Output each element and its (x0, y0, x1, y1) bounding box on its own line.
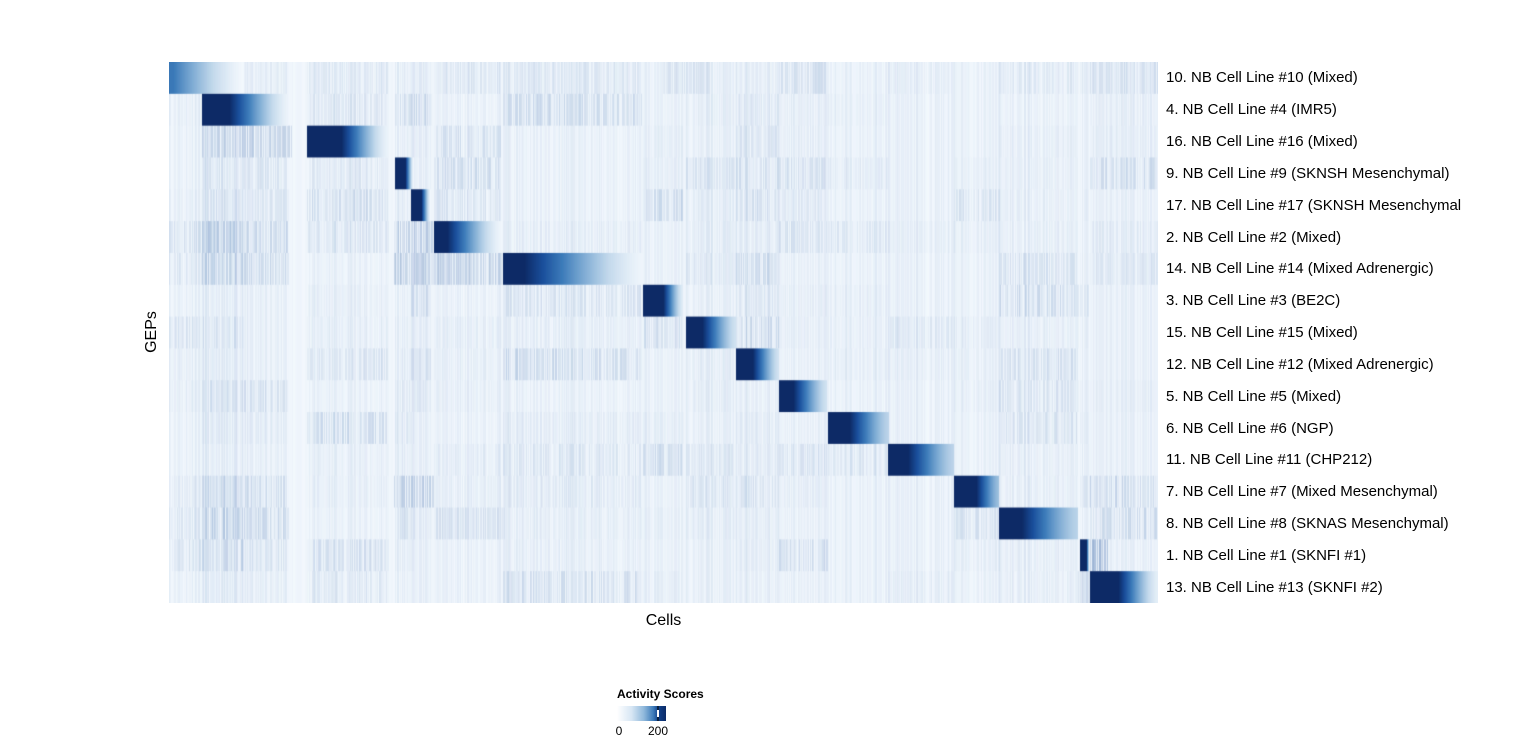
row-label: 7. NB Cell Line #7 (Mixed Mesenchymal) (1166, 483, 1438, 501)
legend-colorbar (617, 706, 666, 721)
row-label: 17. NB Cell Line #17 (SKNSH Mesenchymal (1166, 196, 1462, 214)
row-label: 9. NB Cell Line #9 (SKNSH Mesenchymal) (1166, 164, 1450, 182)
row-label: 2. NB Cell Line #2 (Mixed) (1166, 228, 1342, 246)
row-label: 8. NB Cell Line #8 (SKNAS Mesenchymal) (1166, 515, 1449, 532)
heatmap-plot-area (169, 62, 1158, 603)
row-label: 13. NB Cell Line #13 (SKNFI #2) (1166, 578, 1383, 596)
legend-tick-slit (657, 706, 659, 721)
row-label: 5. NB Cell Line #5 (Mixed) (1166, 387, 1342, 405)
legend-tick-mark (657, 706, 659, 710)
legend-tick-labels: 0 200 (615, 724, 677, 738)
legend-tick-label-min: 0 (615, 724, 623, 738)
row-label: 15. NB Cell Line #15 (Mixed) (1166, 324, 1358, 342)
row-label: 1. NB Cell Line #1 (SKNFI #1) (1166, 546, 1367, 564)
row-label: 6. NB Cell Line #6 (NGP) (1166, 419, 1334, 437)
legend: Activity Scores 0 200 (615, 687, 737, 738)
row-label: 14. NB Cell Line #14 (Mixed Adrenergic) (1166, 260, 1434, 278)
legend-title: Activity Scores (617, 687, 704, 701)
row-label: 4. NB Cell Line #4 (IMR5) (1166, 101, 1337, 119)
legend-tick-label-200: 200 (647, 724, 669, 738)
row-label: 16. NB Cell Line #16 (Mixed) (1166, 133, 1358, 151)
row-label: 10. NB Cell Line #10 (Mixed) (1166, 69, 1358, 87)
row-labels: 10. NB Cell Line #10 (Mixed) 4. NB Cell L… (1166, 62, 1536, 603)
x-axis-label: Cells (645, 612, 682, 629)
row-label: 3. NB Cell Line #3 (BE2C) (1166, 292, 1341, 310)
row-label: 11. NB Cell Line #11 (CHP212) (1166, 451, 1373, 469)
row-label: 12. NB Cell Line #12 (Mixed Adrenergic) (1166, 355, 1434, 373)
legend-tick-mark (657, 717, 659, 721)
y-axis-label: GEPs (143, 311, 160, 353)
heatmap-canvas (169, 62, 1158, 603)
